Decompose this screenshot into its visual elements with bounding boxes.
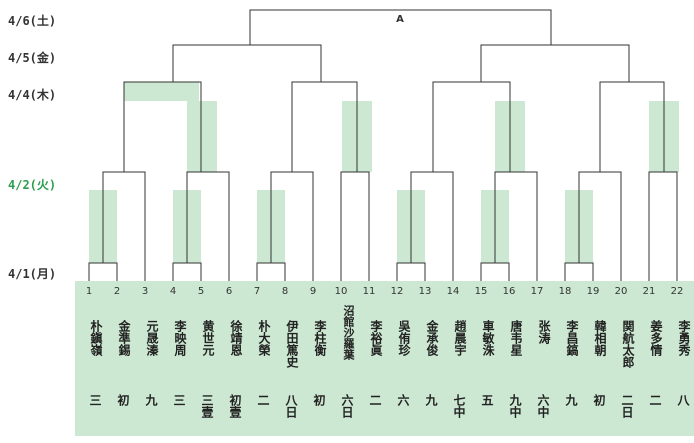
players-panel xyxy=(75,281,694,436)
player-rank: 九 xyxy=(564,394,578,406)
win-marker xyxy=(124,82,199,101)
match-line xyxy=(88,262,118,281)
player-number: 10 xyxy=(334,286,348,297)
player-number: 2 xyxy=(113,286,121,297)
win-marker xyxy=(187,101,217,172)
player-rank: 八 xyxy=(676,394,690,406)
player-number: 19 xyxy=(586,286,600,297)
match-line xyxy=(480,44,630,82)
date-label-apr4: 4/4(木) xyxy=(8,88,57,102)
player-rank: 九中 xyxy=(508,394,522,418)
match-line xyxy=(480,262,510,281)
player-rank: 二 xyxy=(256,394,270,406)
match-line xyxy=(648,171,678,281)
match-line xyxy=(256,262,286,281)
player-rank: 三 xyxy=(88,394,102,406)
player-number: 18 xyxy=(558,286,572,297)
match-line xyxy=(396,262,426,281)
player-number: 16 xyxy=(502,286,516,297)
player-rank: 七中 xyxy=(452,394,466,418)
player-rank: 五 xyxy=(480,394,494,406)
player-rank: 二 xyxy=(368,394,382,406)
player-rank: 九 xyxy=(144,394,158,406)
player-name: 唐韦星 xyxy=(509,320,523,356)
player-number: 21 xyxy=(642,286,656,297)
player-rank: 初壹 xyxy=(228,394,242,418)
player-name: 李昌鎬 xyxy=(565,320,579,356)
match-line xyxy=(340,171,370,281)
player-number: 17 xyxy=(530,286,544,297)
player-name: 金承俊 xyxy=(425,320,439,356)
player-name: 李柱衡 xyxy=(313,320,327,356)
player-number: 14 xyxy=(446,286,460,297)
match-line xyxy=(172,262,202,281)
player-number: 11 xyxy=(362,286,376,297)
player-rank: 初 xyxy=(592,394,606,406)
player-name: 徐靖恩 xyxy=(229,320,243,356)
match-line xyxy=(432,81,511,172)
player-name: 車敏洙 xyxy=(481,320,495,356)
player-number: 20 xyxy=(614,286,628,297)
date-label-apr1: 4/1(月) xyxy=(8,267,57,281)
match-line xyxy=(564,262,594,281)
player-name: 张涛 xyxy=(537,320,551,344)
player-number: 9 xyxy=(309,286,317,297)
player-name: 吳侑珍 xyxy=(397,320,411,356)
player-rank: 六中 xyxy=(536,394,550,418)
player-name: 伊田篤史 xyxy=(285,320,299,368)
match-line xyxy=(410,171,454,281)
player-number: 15 xyxy=(474,286,488,297)
match-line xyxy=(599,81,665,172)
player-name: 李裕眞 xyxy=(369,320,383,356)
player-number: 8 xyxy=(281,286,289,297)
player-number: 1 xyxy=(85,286,93,297)
final-label: A xyxy=(396,14,404,25)
player-name: 趙晨宇 xyxy=(453,320,467,356)
player-number: 3 xyxy=(141,286,149,297)
player-number: 12 xyxy=(390,286,404,297)
match-line xyxy=(172,44,322,82)
player-number: 7 xyxy=(253,286,261,297)
player-rank: 二 xyxy=(648,394,662,406)
player-rank: 九 xyxy=(424,394,438,406)
player-number: 4 xyxy=(169,286,177,297)
player-name: 朴大榮 xyxy=(257,320,271,356)
player-rank: 初 xyxy=(312,394,326,406)
player-number: 13 xyxy=(418,286,432,297)
player-name: 元晟溱 xyxy=(145,320,159,356)
date-label-apr5: 4/5(金) xyxy=(8,51,57,65)
match-line xyxy=(291,81,358,172)
player-name: 李映周 xyxy=(173,320,187,356)
final-line xyxy=(249,9,552,45)
match-line xyxy=(494,171,538,281)
player-name: 沼館沙羅葉 xyxy=(342,305,355,360)
player-name: 関航太郎 xyxy=(621,320,635,368)
player-name: 黄世元 xyxy=(201,320,215,356)
player-rank: 初 xyxy=(116,394,130,406)
match-line xyxy=(186,171,230,281)
player-rank: 六日 xyxy=(340,394,354,418)
player-name: 姜多情 xyxy=(649,320,663,356)
player-number: 22 xyxy=(670,286,684,297)
player-name: 朴鎭嶺 xyxy=(89,320,103,356)
player-rank: 三 xyxy=(172,394,186,406)
player-rank: 三壹 xyxy=(200,394,214,418)
match-line xyxy=(123,81,202,172)
date-label-apr6: 4/6(土) xyxy=(8,14,57,28)
player-rank: 二日 xyxy=(620,394,634,418)
player-name: 韓相朝 xyxy=(593,320,607,356)
date-label-apr2: 4/2(火) xyxy=(8,178,57,192)
player-name: 金準錫 xyxy=(117,320,131,356)
player-rank: 八日 xyxy=(284,394,298,418)
player-number: 5 xyxy=(197,286,205,297)
player-rank: 六 xyxy=(396,394,410,406)
player-name: 李勇秀 xyxy=(677,320,691,356)
player-number: 6 xyxy=(225,286,233,297)
